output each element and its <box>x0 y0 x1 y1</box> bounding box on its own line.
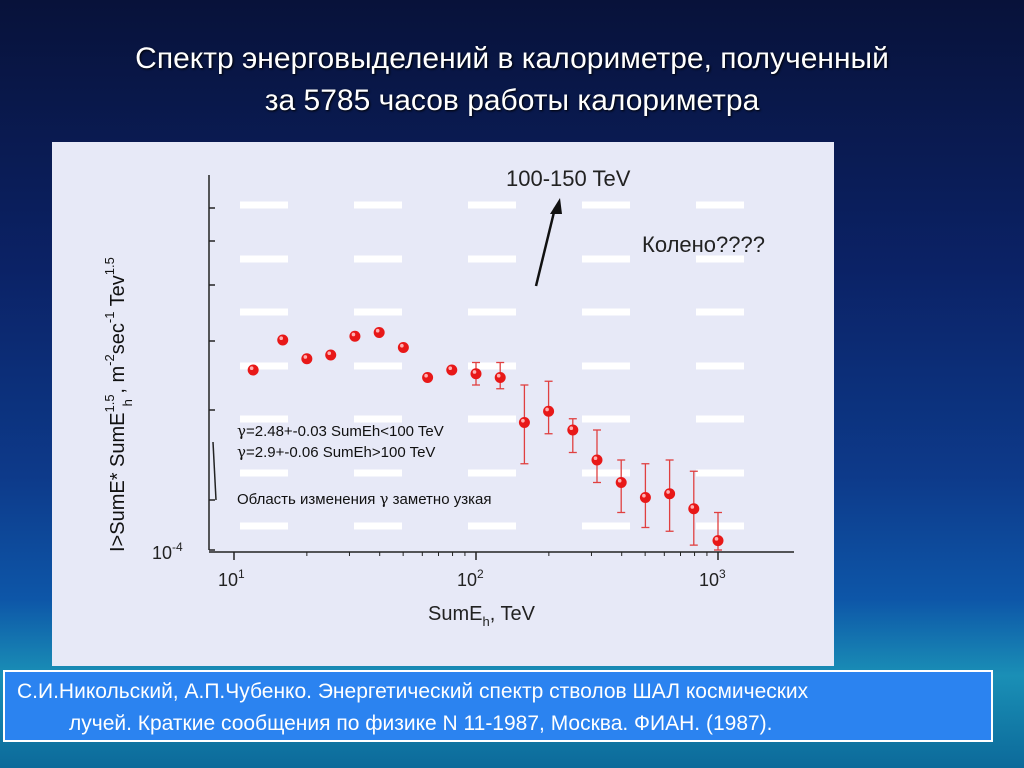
y-axis-ticks <box>209 207 215 551</box>
data-point <box>712 535 724 547</box>
data-point-highlight <box>545 407 549 412</box>
slide-title-line1: Спектр энерговыделений в калориметре, по… <box>135 42 889 75</box>
x-tick-label-1000: 103 <box>699 567 726 590</box>
reference-box: С.И.Никольский, А.П.Чубенко. Энергетичес… <box>3 670 993 742</box>
x-axis-label: SumEh, TeV <box>428 603 536 629</box>
data-point-highlight <box>327 351 332 355</box>
data-point <box>422 372 434 383</box>
data-point-highlight <box>351 332 356 337</box>
x-tick-label-100: 102 <box>457 567 484 590</box>
data-point <box>591 454 603 466</box>
data-point-highlight <box>279 336 284 340</box>
data-point-highlight <box>642 493 646 498</box>
reference-line2: лучей. Краткие сообщения по физике N 11-… <box>69 712 773 735</box>
x-tick-label-10: 101 <box>218 567 245 590</box>
data-point <box>470 368 482 380</box>
fit2-annotation: γ=2.9+-0.06 SumEh>100 TeV <box>237 443 435 461</box>
data-point <box>494 372 506 383</box>
data-point <box>349 330 361 342</box>
data-point <box>301 353 313 365</box>
y-tick-label: 10-4 <box>152 540 183 563</box>
data-point <box>615 477 627 488</box>
data-point <box>688 503 700 515</box>
data-point <box>446 364 458 376</box>
data-point-highlight <box>666 490 670 494</box>
data-point <box>277 334 289 346</box>
x-axis-ticks <box>233 552 719 560</box>
data-point <box>325 349 337 361</box>
data-point-highlight <box>472 370 477 374</box>
energy-range-label: 100-150 TeV <box>506 166 631 191</box>
slide-title: Спектр энерговыделений в калориметре, по… <box>40 38 984 122</box>
data-point <box>567 424 579 436</box>
data-point-highlight <box>521 418 525 423</box>
data-point <box>543 405 555 417</box>
data-point-highlight <box>448 366 453 370</box>
data-point-highlight <box>593 456 598 461</box>
y-axis-label: I>SumE* SumE1.5 h , m-2sec-1 Tev1.5 <box>102 257 135 552</box>
fit1-annotation: γ=2.48+-0.03 SumEh<100 TeV <box>237 422 444 440</box>
data-point <box>397 342 409 353</box>
energy-arrow-shaft <box>534 207 557 287</box>
spectrum-chart: 10-4 101 102 103 SumEh, TeV I>SumE* SumE… <box>102 175 794 629</box>
data-point-highlight <box>714 537 719 541</box>
data-point-highlight <box>617 478 622 483</box>
energy-arrow-head <box>550 198 562 214</box>
data-point <box>639 492 651 503</box>
data-point <box>247 364 259 376</box>
knee-label: Колено???? <box>642 232 765 257</box>
region-annotation: Область изменения γ заметно узкая <box>237 490 491 508</box>
data-point-highlight <box>249 366 254 370</box>
points-layer <box>247 327 724 547</box>
data-point-highlight <box>424 373 428 378</box>
data-point-highlight <box>375 328 380 333</box>
data-point-highlight <box>690 505 695 509</box>
grid-layer <box>240 201 752 530</box>
data-point-highlight <box>569 426 574 431</box>
chart-panel: 10-4 101 102 103 SumEh, TeV I>SumE* SumE… <box>52 142 834 666</box>
data-point <box>518 417 530 428</box>
data-point <box>664 488 676 500</box>
reference-line1: С.И.Никольский, А.П.Чубенко. Энергетичес… <box>17 680 809 703</box>
data-point-highlight <box>400 343 404 348</box>
edge-mark <box>212 441 217 501</box>
data-point-highlight <box>303 355 308 359</box>
data-point <box>373 327 385 338</box>
slide-title-line2: за 5785 часов работы калориметра <box>264 84 760 117</box>
data-point-highlight <box>496 373 501 378</box>
